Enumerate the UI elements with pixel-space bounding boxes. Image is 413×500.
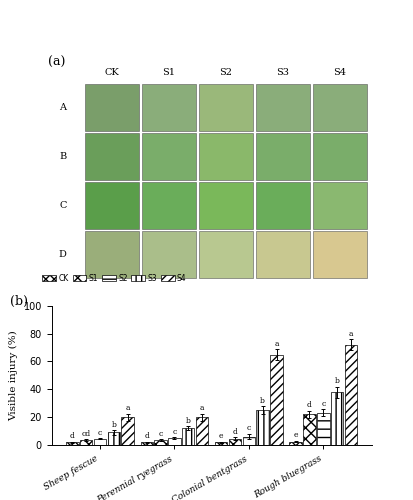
Bar [196, 417, 208, 445]
Text: c: c [172, 428, 177, 436]
Text: (a): (a) [48, 56, 66, 68]
Bar [317, 413, 330, 445]
Text: S4: S4 [334, 68, 347, 77]
Bar [313, 84, 367, 130]
Bar [142, 232, 196, 278]
Bar [140, 442, 153, 445]
Bar [313, 133, 367, 180]
Text: C: C [59, 201, 66, 210]
Bar [85, 84, 139, 130]
Text: S2: S2 [220, 68, 233, 77]
Bar [94, 438, 106, 445]
Bar [303, 414, 316, 445]
Text: d: d [70, 432, 75, 440]
Text: (b): (b) [10, 294, 28, 308]
Text: e: e [219, 432, 223, 440]
Bar [85, 182, 139, 229]
Bar [142, 84, 196, 130]
Text: CK: CK [105, 68, 119, 77]
Text: d: d [145, 432, 149, 440]
Text: d: d [307, 402, 312, 409]
Bar [142, 182, 196, 229]
Text: D: D [59, 250, 67, 260]
Bar [142, 133, 196, 180]
Bar [199, 133, 253, 180]
Text: c: c [247, 424, 251, 432]
Bar [243, 436, 255, 445]
Text: d: d [233, 428, 237, 436]
Text: cd: cd [82, 430, 91, 438]
Text: A: A [59, 102, 66, 112]
Bar [313, 182, 367, 229]
Bar [256, 232, 310, 278]
Bar [85, 133, 139, 180]
Text: B: B [59, 152, 66, 161]
Text: b: b [260, 396, 265, 404]
Bar [215, 442, 228, 445]
Y-axis label: Visible injury (%): Visible injury (%) [9, 330, 18, 421]
Bar [313, 232, 367, 278]
Bar [199, 182, 253, 229]
Bar [256, 410, 269, 445]
Text: a: a [200, 404, 204, 412]
Bar [154, 440, 167, 445]
Text: b: b [186, 417, 191, 425]
Bar [256, 133, 310, 180]
Bar [108, 432, 120, 445]
Bar [182, 428, 195, 445]
Bar [256, 84, 310, 130]
Bar [168, 438, 180, 445]
Bar [199, 232, 253, 278]
Bar [66, 442, 78, 445]
Bar [290, 442, 302, 445]
Bar [80, 440, 93, 445]
Text: c: c [159, 430, 163, 438]
Text: a: a [126, 404, 130, 412]
Bar [229, 438, 241, 445]
Text: e: e [293, 432, 298, 440]
Text: c: c [98, 428, 102, 436]
Text: S3: S3 [277, 68, 290, 77]
Legend: CK, S1, S2, S3, S4: CK, S1, S2, S3, S4 [39, 270, 190, 285]
Text: c: c [321, 400, 325, 408]
Bar [121, 417, 134, 445]
Bar [85, 232, 139, 278]
Text: b: b [112, 421, 116, 429]
Bar [331, 392, 343, 445]
Bar [270, 354, 283, 445]
Text: b: b [335, 377, 339, 385]
Bar [199, 84, 253, 130]
Text: S1: S1 [163, 68, 176, 77]
Bar [256, 182, 310, 229]
Bar [345, 345, 357, 445]
Text: a: a [274, 340, 279, 347]
Text: a: a [349, 330, 353, 338]
